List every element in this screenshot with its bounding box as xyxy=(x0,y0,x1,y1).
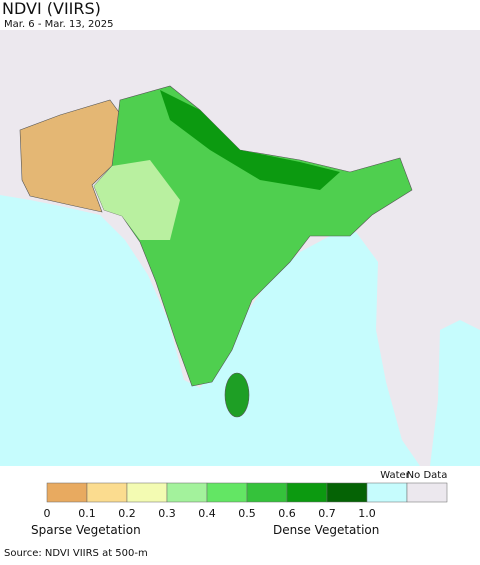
legend-tick-label: 0.1 xyxy=(78,507,96,520)
legend-swatch xyxy=(286,482,328,503)
legend-low-label: Sparse Vegetation xyxy=(31,523,141,537)
legend-swatch xyxy=(206,482,248,503)
legend-tick-label: 0.5 xyxy=(238,507,256,520)
legend-water-swatch xyxy=(366,482,408,503)
legend-tick-label: 0 xyxy=(44,507,51,520)
legend-swatch xyxy=(46,482,88,503)
legend-water-label: Water xyxy=(380,470,410,481)
legend-swatch xyxy=(86,482,128,503)
ocean-east xyxy=(430,320,480,466)
legend-nodata-swatch xyxy=(406,482,448,503)
subtitle: Mar. 6 - Mar. 13, 2025 xyxy=(4,19,113,30)
legend-tick-label: 0.6 xyxy=(278,507,296,520)
island xyxy=(224,372,250,418)
arid-region xyxy=(19,99,133,213)
source: Source: NDVI VIIRS at 500-m xyxy=(4,548,148,559)
legend-swatch xyxy=(166,482,208,503)
legend-swatch xyxy=(326,482,368,503)
sparse-region xyxy=(94,160,180,240)
legend-tick-label: 0.2 xyxy=(118,507,136,520)
ocean xyxy=(0,195,420,466)
legend-tick-label: 1.0 xyxy=(358,507,376,520)
legend-tick-label: 0.4 xyxy=(198,507,216,520)
legend-nodata-label: No Data xyxy=(407,470,448,481)
legend-tick-label: 0.3 xyxy=(158,507,176,520)
dense-region xyxy=(160,90,340,190)
legend-swatch xyxy=(246,482,288,503)
legend-high-label: Dense Vegetation xyxy=(273,523,379,537)
legend-swatch xyxy=(126,482,168,503)
title: NDVI (VIIRS) xyxy=(2,0,101,18)
legend-tick-label: 0.7 xyxy=(318,507,336,520)
